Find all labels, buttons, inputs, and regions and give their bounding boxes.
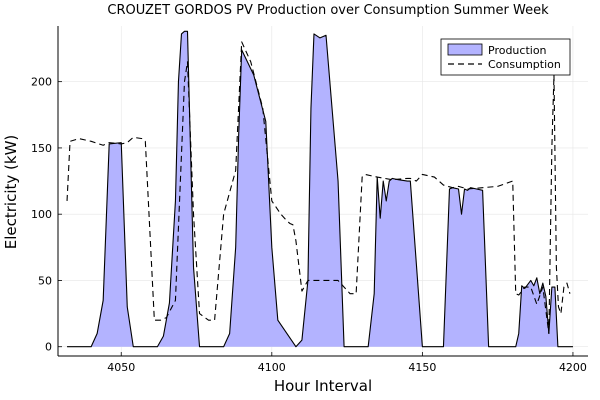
production-area (67, 31, 573, 347)
x-tick-label: 4150 (408, 361, 436, 374)
x-tick-label: 4050 (107, 361, 135, 374)
series-layer (66, 30, 573, 348)
y-tick-label: 150 (31, 142, 52, 155)
y-tick-label: 0 (45, 341, 52, 354)
y-tick-label: 50 (38, 274, 52, 287)
y-tick-label: 200 (31, 76, 52, 89)
x-axis-label: Hour Interval (274, 377, 372, 395)
legend-label-production: Production (488, 44, 547, 57)
x-tick-label: 4100 (258, 361, 286, 374)
legend-label-consumption: Consumption (488, 58, 561, 71)
y-ticks: 0 50 100 150 200 (31, 76, 62, 354)
y-tick-label: 100 (31, 208, 52, 221)
x-tick-label: 4200 (559, 361, 587, 374)
x-ticks: 4050 4100 4150 4200 (107, 352, 587, 374)
chart-title: CROUZET GORDOS PV Production over Consum… (107, 3, 549, 18)
consumption-line (66, 41, 571, 335)
legend: Production Consumption (440, 38, 571, 76)
y-axis-label: Electricity (kW) (2, 135, 20, 250)
legend-swatch-production (447, 43, 483, 56)
